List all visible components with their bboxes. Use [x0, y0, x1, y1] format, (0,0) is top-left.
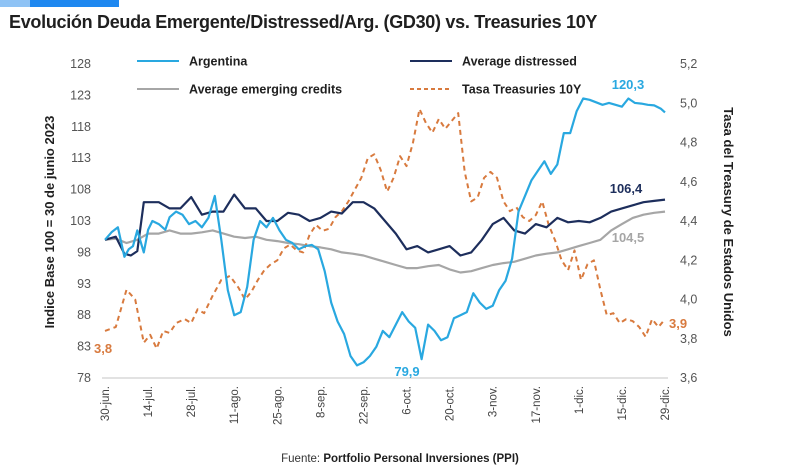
y-tick-label: 83 — [77, 340, 91, 354]
x-tick-label: 30-jun. — [100, 386, 112, 421]
y2-axis-label: Tasa del Treasury de Estados Unidos — [721, 107, 736, 337]
data-label: 79,9 — [394, 364, 419, 379]
series-line-tasa-treasuries-10y — [104, 108, 666, 350]
x-tick-label: 1-dic. — [574, 386, 586, 414]
source-note: Fuente: Portfolio Personal Inversiones (… — [0, 453, 800, 465]
x-tick-label: 6-oct. — [402, 386, 414, 415]
y-tick-label: 123 — [70, 88, 91, 102]
y2-tick-label: 4,2 — [680, 253, 697, 267]
x-tick-label: 29-dic. — [660, 386, 672, 421]
y-tick-label: 78 — [77, 371, 91, 385]
legend: Argentina Average distressed Average emerg… — [137, 55, 582, 97]
y2-tick-label: 3,8 — [680, 332, 697, 346]
chart-title: Evolución Deuda Emergente/Distressed/Arg… — [9, 12, 598, 32]
x-tick-label: 25-ago. — [272, 386, 284, 425]
series-lines — [104, 97, 666, 367]
data-label: 3,9 — [669, 316, 687, 331]
x-tick-label: 28-jul. — [186, 386, 198, 417]
data-labels: 120,3 79,9 106,4 104,5 3,8 3,9 — [94, 77, 687, 379]
legend-label-average-distressed: Average distressed — [462, 55, 577, 69]
legend-label-argentina: Argentina — [189, 55, 248, 69]
data-label: 120,3 — [612, 77, 645, 92]
data-label: 106,4 — [610, 181, 643, 196]
series-line-average-distressed — [104, 193, 666, 257]
y2-tick-label: 3,6 — [680, 371, 697, 385]
legend-label-average-emerging-credits: Average emerging credits — [189, 83, 342, 97]
y2-tick-label: 4,6 — [680, 175, 697, 189]
x-axis-ticks: 30-jun. 14-jul. 28-jul. 11-ago. 25-ago. 8-sep… — [100, 386, 672, 425]
x-tick-label: 22-sep. — [358, 386, 370, 424]
x-tick-label: 14-jul. — [143, 386, 155, 417]
y2-tick-label: 4,0 — [680, 293, 697, 307]
series-line-average-emerging-credits — [104, 210, 666, 274]
y-tick-label: 108 — [70, 183, 91, 197]
y-tick-label: 93 — [77, 277, 91, 291]
series-line-argentina — [104, 97, 666, 367]
left-axis-ticks: 128 123 118 113 108 103 98 93 88 83 78 — [70, 57, 91, 385]
header-accent-bar-light — [0, 0, 30, 7]
y-tick-label: 113 — [71, 151, 91, 165]
y2-tick-label: 5,2 — [680, 57, 697, 71]
source-name: Portfolio Personal Inversiones (PPI) — [323, 453, 519, 465]
y2-tick-label: 4,8 — [680, 136, 697, 150]
y-tick-label: 103 — [70, 214, 91, 228]
y2-tick-label: 4,4 — [680, 214, 697, 228]
y-tick-label: 128 — [70, 57, 91, 71]
y-tick-label: 88 — [77, 308, 91, 322]
data-label: 3,8 — [94, 341, 112, 356]
x-tick-label: 8-sep. — [315, 386, 327, 418]
y2-tick-label: 5,0 — [680, 96, 697, 110]
y-axis-label: Indice Base 100 = 30 de junio 2023 — [42, 116, 57, 329]
x-tick-label: 11-ago. — [229, 386, 241, 424]
x-tick-label: 15-dic. — [617, 386, 629, 421]
y-tick-label: 98 — [77, 245, 91, 259]
x-tick-label: 3-nov. — [488, 386, 500, 417]
right-axis-ticks: 5,2 5,0 4,8 4,6 4,4 4,2 4,0 3,8 3,6 — [680, 57, 697, 385]
data-label: 104,5 — [612, 230, 645, 245]
x-tick-label: 17-nov. — [531, 386, 543, 424]
legend-label-tasa-treasuries-10y: Tasa Treasuries 10Y — [462, 83, 582, 97]
y-tick-label: 118 — [71, 120, 91, 134]
source-prefix: Fuente: — [281, 453, 324, 465]
x-tick-label: 20-oct. — [445, 386, 457, 421]
header-accent-bar — [30, 0, 119, 7]
